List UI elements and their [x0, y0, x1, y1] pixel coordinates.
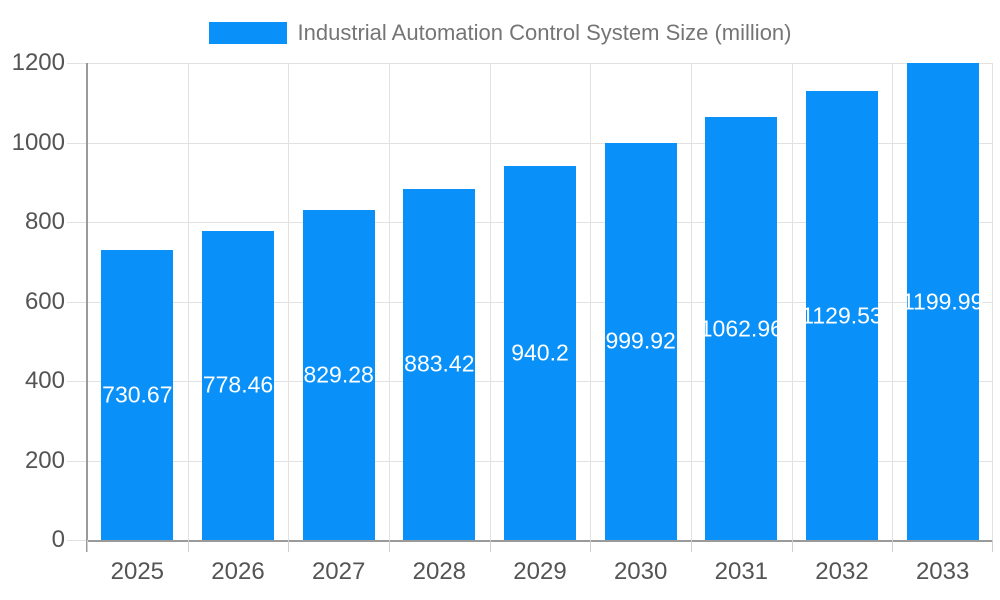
y-axis-tick-label: 0: [51, 526, 65, 553]
x-axis-tick: [791, 540, 793, 552]
y-axis-tick: [67, 222, 87, 223]
x-axis-tick: [992, 540, 993, 552]
vertical-gridline: [389, 63, 390, 540]
x-axis-tick-label: 2033: [915, 558, 970, 585]
y-axis-tick: [67, 540, 87, 541]
x-axis-tick: [389, 540, 390, 552]
bar-value-label: 999.92: [605, 327, 676, 354]
y-axis-tick: [67, 460, 87, 462]
y-axis-line: [86, 63, 88, 552]
y-axis-tick: [67, 381, 87, 382]
y-axis-tick-label: 800: [24, 208, 65, 235]
bar-value-label: 940.2: [511, 339, 569, 366]
y-axis-tick: [67, 301, 87, 303]
x-axis-tick-label: 2028: [412, 558, 467, 585]
y-axis-tick-label: 1200: [11, 49, 65, 76]
y-axis: 0 200 400 600 800 1000 1200: [0, 49, 87, 553]
x-axis-tick-label: 2032: [815, 558, 869, 585]
legend-item[interactable]: Industrial Automation Control System Siz…: [208, 20, 792, 46]
x-axis-tick: [691, 540, 692, 552]
bar-2029[interactable]: [504, 166, 576, 540]
x-axis-tick-label: 2029: [513, 558, 567, 585]
bar-2027[interactable]: [302, 210, 375, 540]
bar-value-label: 1199.99: [901, 288, 984, 315]
vertical-gridline: [691, 63, 692, 540]
x-axis-tick: [489, 540, 491, 552]
vertical-gridline: [489, 63, 491, 540]
plot-area: 730.67 778.46 829.28 883.42 940.2 999.92 1062.…: [87, 63, 993, 540]
bar-2033[interactable]: [906, 63, 979, 540]
y-axis-tick-label: 1000: [11, 128, 65, 156]
bar-2032[interactable]: [806, 91, 878, 540]
x-axis: 2025 2026 2027 2028 2029 2030 2031 2032 2033: [87, 540, 993, 600]
bar-value-label: 1129.53: [801, 302, 883, 329]
vertical-gridline: [590, 63, 592, 540]
horizontal-gridline: [87, 142, 993, 144]
bar-value-label: 778.46: [202, 371, 274, 398]
vertical-gridline: [892, 63, 894, 540]
legend-label: Industrial Automation Control System Siz…: [297, 20, 792, 45]
x-axis-tick-label: 2025: [110, 558, 165, 585]
x-axis-tick-label: 2026: [211, 558, 265, 585]
bar-value-label: 1062.96: [699, 315, 783, 342]
y-axis-tick: [67, 142, 87, 144]
vertical-gridline: [187, 63, 189, 540]
bar-2028[interactable]: [403, 188, 476, 540]
x-axis-tick-label: 2030: [613, 558, 668, 585]
x-axis-tick: [892, 540, 894, 552]
x-axis-tick: [590, 540, 592, 552]
bar-2025[interactable]: [101, 249, 174, 540]
bar-2030[interactable]: [604, 142, 677, 540]
bar-2026[interactable]: [202, 230, 274, 540]
y-axis-tick-label: 200: [24, 446, 65, 474]
vertical-gridline: [288, 63, 290, 540]
x-axis-tick-label: 2031: [714, 558, 769, 585]
x-axis-line: [87, 540, 993, 542]
horizontal-gridline: [87, 63, 993, 64]
x-axis-tick-label: 2027: [311, 558, 366, 585]
y-axis-tick-label: 600: [24, 287, 65, 315]
y-axis-tick-label: 400: [24, 367, 65, 394]
legend-swatch-icon: [208, 22, 287, 44]
bar-value-label: 829.28: [303, 361, 374, 388]
bar-value-label: 730.67: [102, 381, 173, 408]
x-axis-tick: [187, 540, 189, 552]
legend: Industrial Automation Control System Siz…: [0, 20, 1000, 46]
vertical-gridline: [992, 63, 993, 540]
vertical-gridline: [791, 63, 793, 540]
bar-2031[interactable]: [705, 117, 778, 540]
y-axis-tick: [67, 63, 87, 64]
x-axis-tick: [87, 540, 88, 552]
x-axis-tick: [288, 540, 290, 552]
bar-value-label: 883.42: [404, 350, 475, 377]
